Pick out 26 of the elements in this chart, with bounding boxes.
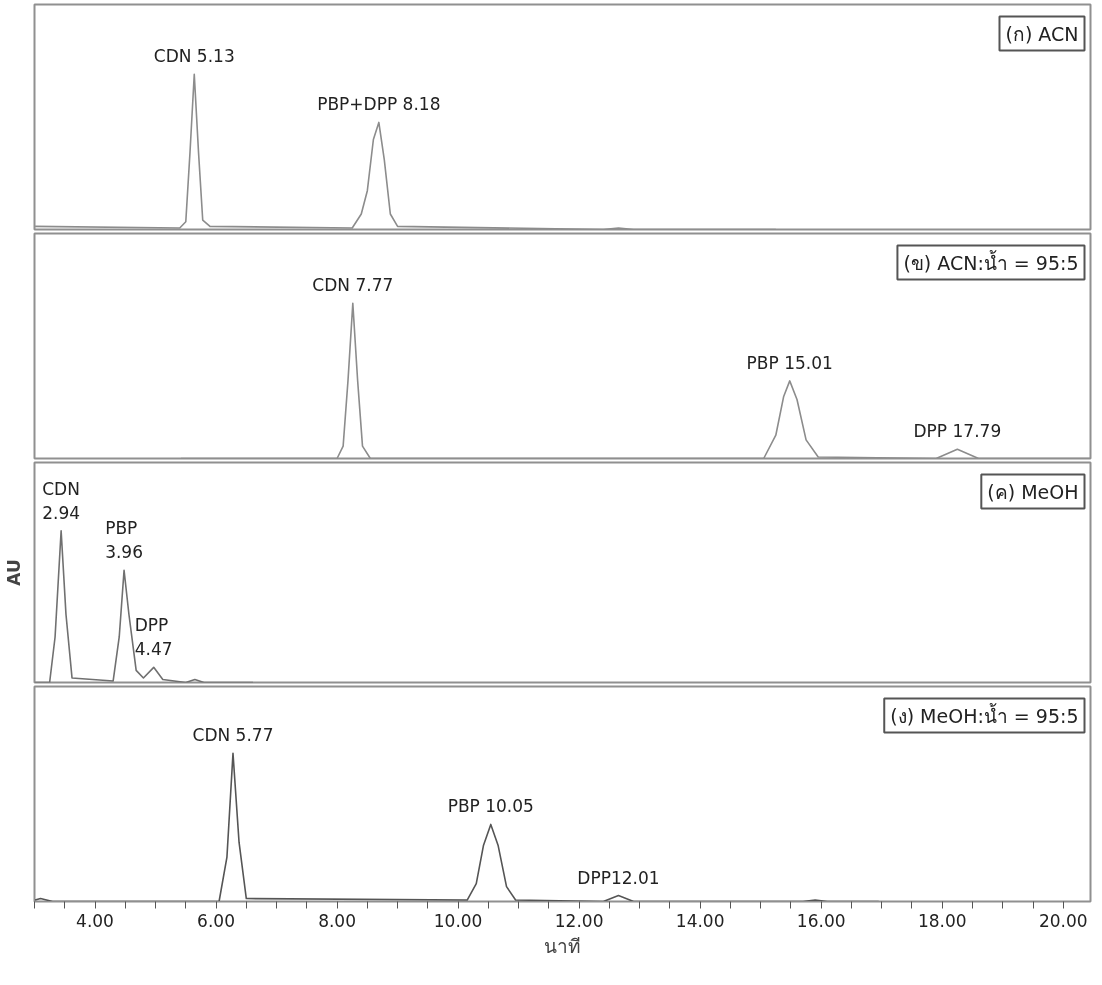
- chart-title: (ก) ACN: [1005, 22, 1079, 45]
- x-tick-label: 12.00: [554, 910, 604, 931]
- x-tick-label: 16.00: [796, 910, 846, 931]
- x-tick-label: 14.00: [675, 910, 725, 931]
- x-tick-label: 6.00: [197, 910, 235, 931]
- chart-title: (ง) MeOH:น้ำ = 95:5: [890, 702, 1079, 727]
- chart-title: (ค) MeOH: [987, 480, 1079, 503]
- annotation: CDN 5.13: [153, 46, 235, 67]
- y-axis-title: AU: [3, 559, 24, 586]
- annotation: DPP12.01: [577, 867, 660, 888]
- annotation: CDN 2.94: [42, 478, 81, 523]
- x-tick-label: 10.00: [433, 910, 483, 931]
- chart-title: (ข) ACN:น้ำ = 95:5: [903, 249, 1079, 274]
- annotation: CDN 7.77: [312, 275, 394, 296]
- annotation: CDN 5.77: [192, 725, 274, 746]
- x-tick-label: 18.00: [917, 910, 967, 931]
- x-tick-label: 20.00: [1038, 910, 1088, 931]
- x-axis-title: นาที: [544, 934, 581, 957]
- annotation: DPP 17.79: [913, 421, 1002, 442]
- x-tick-label: 8.00: [318, 910, 357, 931]
- annotation: PBP 10.05: [447, 796, 534, 817]
- annotation: PBP 15.01: [746, 352, 833, 373]
- annotation: PBP 3.96: [105, 518, 143, 563]
- x-tick-label: 4.00: [76, 910, 114, 931]
- annotation: DPP 4.47: [134, 615, 173, 660]
- annotation: PBP+DPP 8.18: [317, 94, 441, 115]
